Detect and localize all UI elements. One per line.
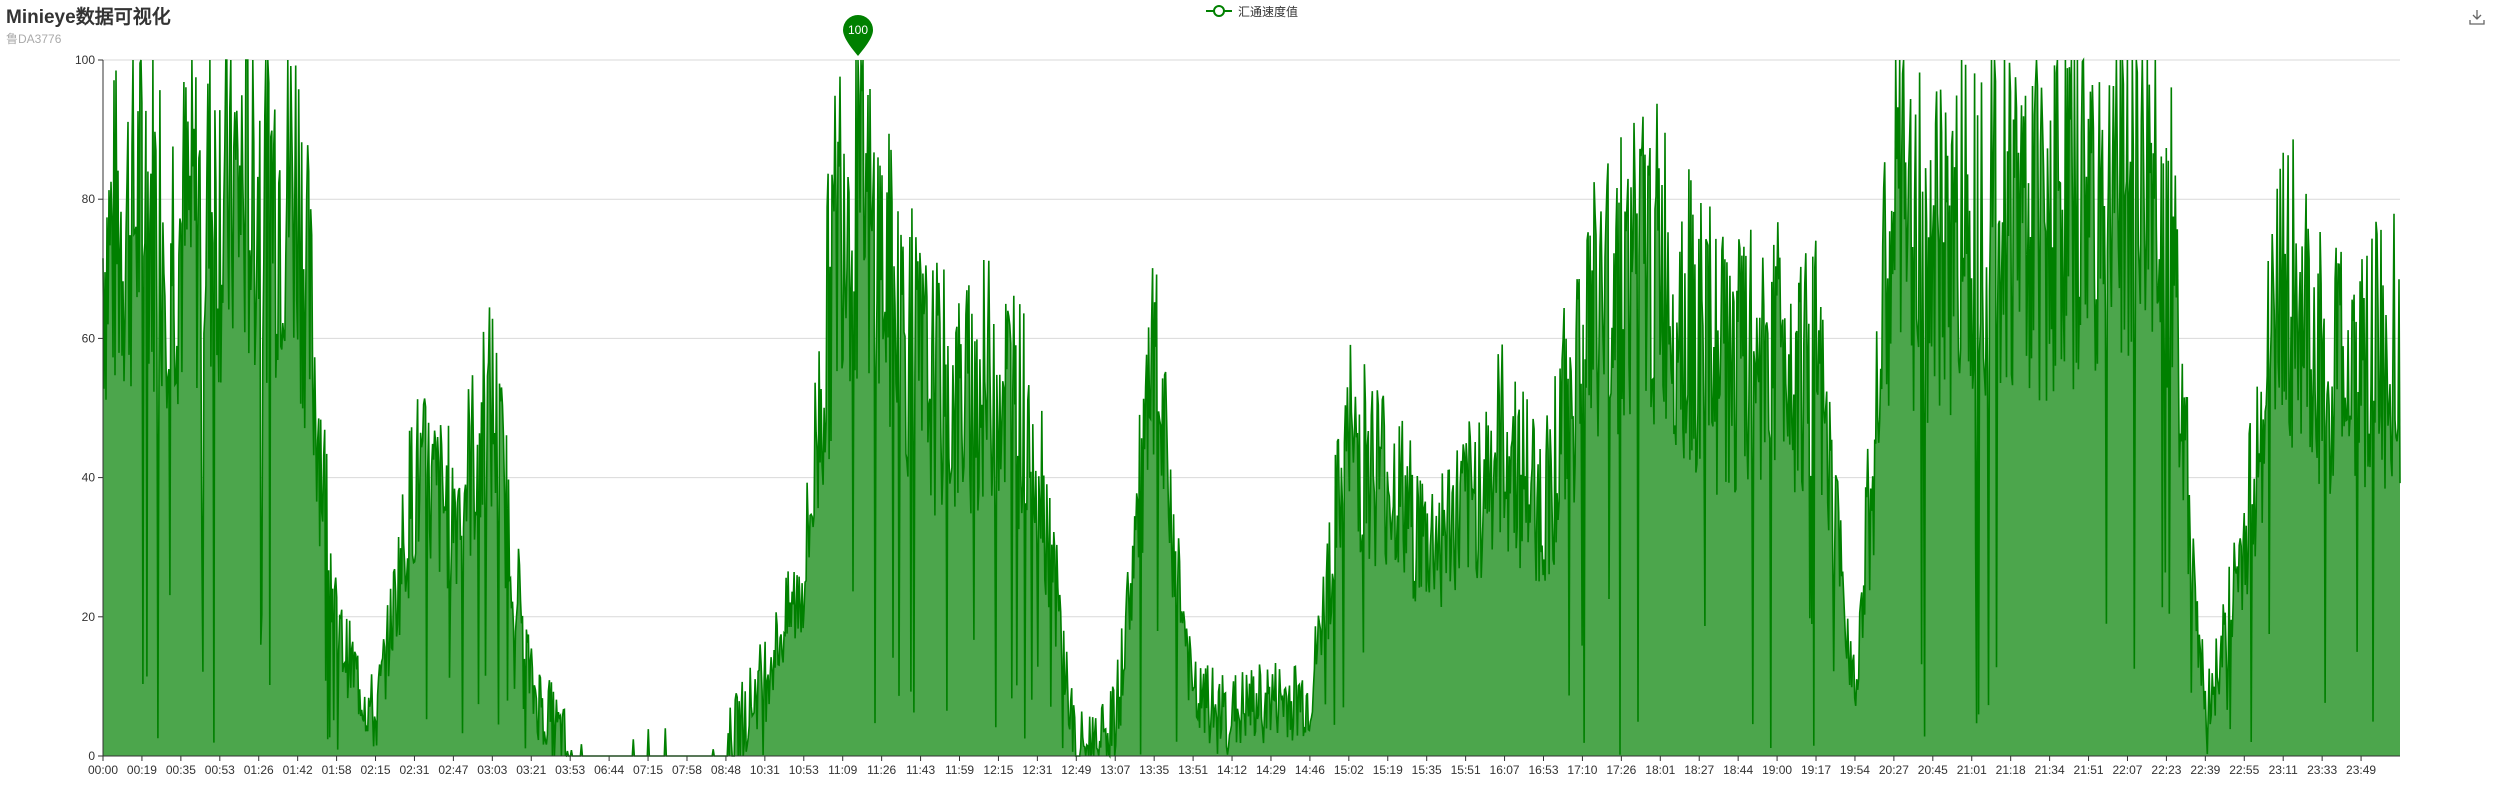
x-tick-label: 00:19 [127,763,157,777]
y-tick-label: 100 [75,53,95,67]
x-tick-label: 16:07 [1490,763,1520,777]
x-tick-label: 18:44 [1723,763,1753,777]
chart-title: Minieye数据可视化 [6,7,171,28]
x-tick-label: 14:12 [1217,763,1247,777]
x-tick-label: 17:26 [1606,763,1636,777]
max-marker-pin [843,15,874,56]
x-tick-label: 07:58 [672,763,702,777]
x-tick-label: 01:58 [322,763,352,777]
x-tick-label: 01:26 [244,763,274,777]
x-tick-label: 13:51 [1178,763,1208,777]
x-tick-label: 01:42 [283,763,313,777]
x-tick-label: 23:11 [2269,763,2298,777]
x-tick-label: 11:59 [945,763,974,777]
x-tick-label: 22:39 [2190,763,2220,777]
x-tick-label: 22:07 [2112,763,2142,777]
download-icon[interactable] [2468,8,2486,26]
x-tick-label: 02:31 [399,763,429,777]
x-tick-label: 02:47 [438,763,468,777]
max-marker[interactable]: 100 [843,15,874,56]
x-tick-label: 10:31 [750,763,780,777]
x-tick-label: 13:35 [1139,763,1169,777]
x-tick-label: 00:00 [88,763,118,777]
x-tick-label: 00:53 [205,763,235,777]
x-tick-label: 20:45 [1918,763,1948,777]
x-tick-label: 02:15 [361,763,391,777]
x-tick-label: 22:55 [2229,763,2259,777]
x-tick-label: 22:23 [2151,763,2181,777]
x-tick-label: 03:03 [477,763,507,777]
x-tick-label: 19:54 [1840,763,1870,777]
x-tick-label: 20:27 [1879,763,1909,777]
series-area [103,60,2400,756]
x-tick-label: 17:10 [1567,763,1597,777]
legend-symbol [1206,4,1232,18]
y-tick-label: 40 [82,471,96,485]
x-tick-label: 18:01 [1645,763,1675,777]
x-tick-label: 06:44 [594,763,624,777]
x-tick-label: 19:17 [1801,763,1831,777]
x-tick-label: 11:09 [828,763,857,777]
x-tick-label: 21:18 [1996,763,2026,777]
y-tick-label: 20 [82,610,96,624]
x-tick-label: 10:53 [789,763,819,777]
x-tick-label: 08:48 [711,763,741,777]
legend-label: 汇通速度值 [1238,4,1299,19]
x-axis-ticks: 00:00 00:19 00:35 00:53 01:26 01:42 01:58 02:15… [88,756,2376,777]
y-tick-label: 0 [88,749,95,763]
x-tick-label: 23:33 [2307,763,2337,777]
x-tick-label: 12:31 [1022,763,1052,777]
x-tick-label: 03:21 [516,763,546,777]
x-tick-label: 15:19 [1373,763,1403,777]
x-tick-label: 15:02 [1334,763,1364,777]
x-tick-label: 21:51 [2074,763,2104,777]
legend-item[interactable]: 汇通速度值 [1206,2,1298,20]
x-tick-label: 19:00 [1762,763,1792,777]
y-axis-ticks: 0 20 40 60 80 100 [75,53,103,763]
x-tick-label: 07:15 [633,763,663,777]
x-tick-label: 23:49 [2346,763,2376,777]
x-tick-label: 14:46 [1295,763,1325,777]
x-tick-label: 12:15 [983,763,1013,777]
x-tick-label: 12:49 [1061,763,1091,777]
x-tick-label: 14:29 [1256,763,1286,777]
chart-subtitle: 鲁DA3776 [6,32,62,46]
x-tick-label: 15:51 [1451,763,1481,777]
y-tick-label: 80 [82,192,96,206]
x-tick-label: 11:43 [906,763,935,777]
x-tick-label: 11:26 [867,763,896,777]
x-tick-label: 03:53 [555,763,585,777]
x-tick-label: 21:01 [1957,763,1987,777]
series-line [102,57,2401,759]
y-tick-label: 60 [82,331,96,345]
x-tick-label: 15:35 [1412,763,1442,777]
x-tick-label: 21:34 [2035,763,2065,777]
max-marker-label: 100 [848,23,868,37]
x-tick-label: 16:53 [1528,763,1558,777]
x-tick-label: 00:35 [166,763,196,777]
x-tick-label: 18:27 [1684,763,1714,777]
x-tick-label: 13:07 [1100,763,1130,777]
